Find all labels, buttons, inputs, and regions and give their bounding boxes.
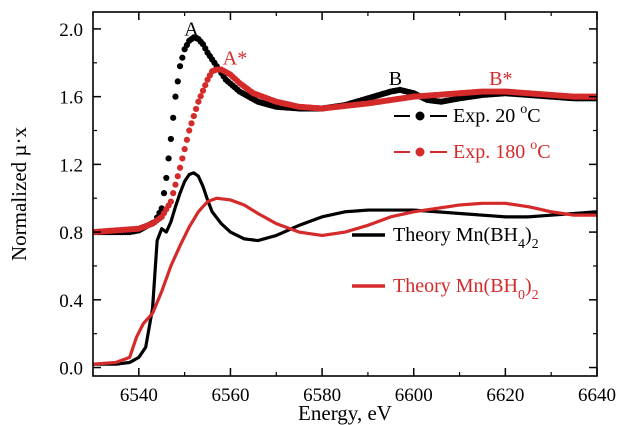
legend-label: Exp. 20 oC <box>453 102 541 127</box>
series-0-point <box>174 78 181 85</box>
legend-marker <box>415 147 425 157</box>
series-1-point <box>181 146 188 153</box>
series-0-point <box>172 93 179 100</box>
series-0-point <box>160 190 168 197</box>
y-tick-label: 0.8 <box>59 223 83 244</box>
legend-label: Theory Mn(BH4)2 <box>393 224 539 252</box>
x-tick-label: 6620 <box>486 385 524 406</box>
y-tick-label: 2.0 <box>59 20 83 41</box>
x-tick-label: 6560 <box>211 385 249 406</box>
series-1-point <box>188 120 195 127</box>
series-1-point <box>190 113 197 120</box>
series-1-point <box>199 87 207 94</box>
series-0-point <box>176 63 184 70</box>
peak-label: B <box>389 68 402 90</box>
peak-label: B* <box>489 68 512 90</box>
series-0-point <box>158 205 165 212</box>
x-axis-title: Energy, eV <box>298 401 392 425</box>
x-tick-label: 6600 <box>395 385 433 406</box>
series-1-point <box>170 190 177 197</box>
series-0-point <box>165 155 172 162</box>
series-1-point <box>172 181 179 188</box>
y-tick-label: 1.2 <box>59 155 83 176</box>
series-2-line <box>93 171 597 366</box>
series-1-point <box>176 164 184 171</box>
legend-entry: Exp. 20 oC <box>394 102 541 127</box>
series-1-point <box>167 198 174 205</box>
y-tick-label: 0.4 <box>59 291 83 312</box>
x-tick-label: 6580 <box>303 385 341 406</box>
y-tick-label: 0.0 <box>59 359 83 380</box>
legend-entry: Exp. 180 oC <box>394 138 551 163</box>
y-tick-label: 1.6 <box>59 88 83 109</box>
legend-entry: Theory Mn(BH0)2 <box>352 275 539 303</box>
legend-entry: Theory Mn(BH4)2 <box>352 224 539 252</box>
series-1-point <box>197 93 204 100</box>
series-3-line <box>93 196 597 366</box>
series-0-point <box>179 54 186 61</box>
legend-label: Exp. 180 oC <box>453 138 551 163</box>
y-axis-title: Normalized µ·x <box>7 127 31 261</box>
series-0-point <box>163 174 170 182</box>
series-1-point <box>186 127 193 134</box>
series-1-point <box>183 136 191 143</box>
series-1-point <box>195 98 202 105</box>
series-1-point <box>202 82 209 89</box>
x-tick-label: 6640 <box>578 385 616 406</box>
peak-label: A <box>184 19 199 41</box>
series-1-point <box>192 105 200 113</box>
plot-area <box>93 34 597 366</box>
series-1-point <box>174 173 181 180</box>
series-0-point <box>170 114 177 121</box>
peak-label: A* <box>223 47 247 69</box>
legend-marker <box>415 111 425 121</box>
legend-label: Theory Mn(BH0)2 <box>393 275 539 303</box>
series-1-point <box>179 155 186 162</box>
series-0-point <box>167 135 174 143</box>
x-tick-label: 6540 <box>120 385 158 406</box>
plot-frame <box>92 11 598 377</box>
series-1-points <box>93 66 597 236</box>
